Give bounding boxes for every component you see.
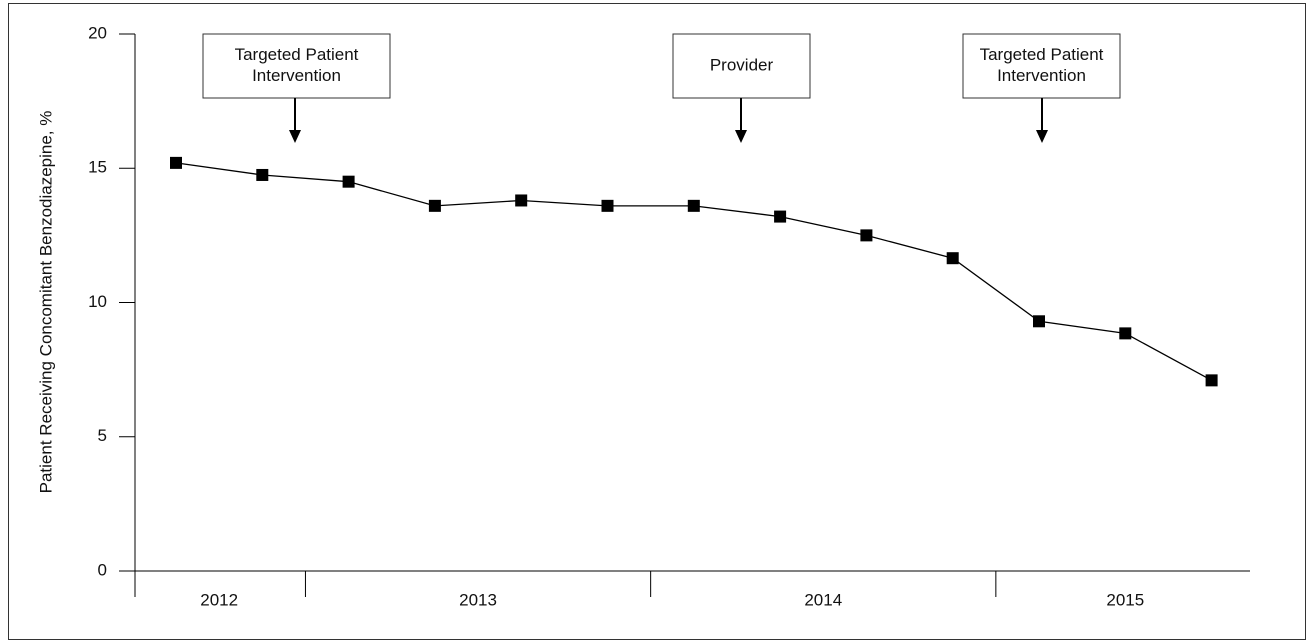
marker	[428, 199, 441, 212]
annotation-text: Targeted Patient	[980, 45, 1104, 64]
annotation-box	[202, 33, 391, 99]
marker	[860, 229, 873, 242]
annotation-text: Intervention	[997, 66, 1086, 85]
marker	[687, 199, 700, 212]
y-tick-label: 0	[98, 560, 107, 579]
marker	[1033, 315, 1045, 328]
annotation-text: Intervention	[252, 66, 341, 85]
x-group-label: 2013	[459, 590, 497, 609]
marker	[601, 199, 614, 212]
marker	[774, 210, 787, 223]
x-group-label: 2012	[200, 590, 238, 609]
annotation-box	[672, 33, 811, 99]
y-tick-label: 20	[88, 23, 107, 42]
annotation-arrowhead	[289, 130, 301, 143]
annotation-box	[962, 33, 1121, 99]
marker	[1205, 374, 1218, 387]
annotation-arrowhead	[735, 130, 747, 143]
marker	[946, 252, 959, 265]
marker	[515, 194, 528, 207]
x-group-label: 2014	[804, 590, 842, 609]
x-group-label: 2015	[1106, 590, 1144, 609]
marker	[342, 175, 355, 188]
y-tick-label: 10	[88, 292, 107, 311]
y-axis-label: Patient Receiving Concomitant Benzodiaze…	[36, 111, 55, 494]
annotation-arrowhead	[1036, 130, 1048, 143]
line	[175, 162, 1212, 381]
marker	[1119, 327, 1132, 340]
y-tick-label: 15	[88, 158, 107, 177]
y-tick-label: 5	[98, 426, 107, 445]
annotation-text: Provider	[710, 55, 774, 74]
frame	[8, 3, 1306, 640]
marker	[256, 168, 269, 181]
annotation-text: Targeted Patient	[235, 45, 359, 64]
marker	[170, 156, 182, 169]
